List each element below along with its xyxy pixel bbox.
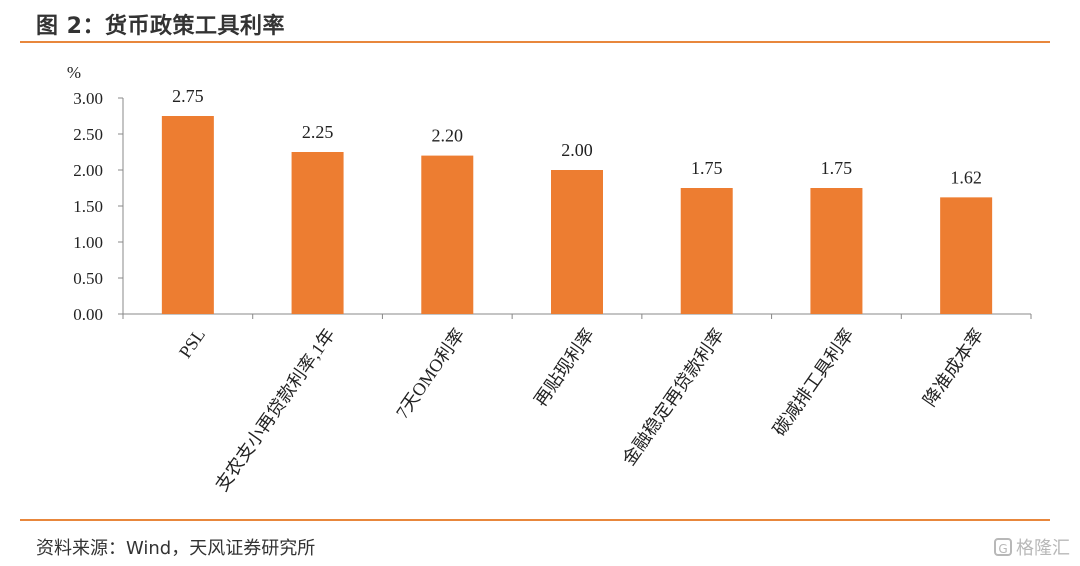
figure-title: 图 2：货币政策工具利率	[36, 14, 285, 39]
bar	[680, 188, 733, 314]
watermark-logo-icon: G	[994, 538, 1012, 556]
data-label: 1.75	[821, 158, 853, 178]
x-tick-label: 支农支小再贷款利率,1年	[211, 325, 338, 495]
data-labels: 2.75 2.25 2.20 2.00 1.75 1.75 1.62	[172, 86, 982, 187]
data-label: 1.75	[691, 158, 723, 178]
watermark-text: 格隆汇	[1016, 538, 1070, 559]
y-tick-label: 2.00	[73, 161, 103, 180]
bar	[940, 197, 993, 314]
data-label: 2.25	[302, 122, 334, 142]
bar	[421, 155, 474, 314]
bar	[810, 188, 863, 314]
y-axis-label: %	[67, 63, 81, 82]
y-tick-label: 0.00	[73, 305, 103, 324]
data-label: 2.20	[432, 126, 464, 146]
bar	[551, 170, 603, 314]
x-tick-label: 降准成本率	[919, 325, 987, 410]
watermark: G 格隆汇	[994, 534, 1070, 560]
data-label: 2.00	[561, 140, 593, 160]
x-tick-label: 7天OMO利率	[392, 325, 469, 422]
y-tick-label: 2.50	[73, 125, 103, 144]
x-axis: PSL 支农支小再贷款利率,1年 7天OMO利率 再贴现利率 金融稳定再贷款利率 碳减排工…	[122, 313, 1032, 495]
data-label: 2.75	[172, 86, 204, 106]
source-divider	[20, 519, 1050, 521]
bar	[291, 152, 344, 314]
x-tick-label: 再贴现利率	[530, 325, 598, 410]
y-tick-label: 1.00	[73, 233, 103, 252]
source-note: 资料来源：Wind，天风证券研究所	[36, 538, 316, 559]
y-tick-label: 0.50	[73, 269, 103, 288]
x-tick-label: 碳减排工具利率	[769, 325, 858, 440]
bar	[161, 116, 214, 314]
y-tick-labels: 0.00 0.50 1.00 1.50 2.00 2.50 3.00	[73, 89, 123, 324]
y-tick-label: 1.50	[73, 197, 103, 216]
y-tick-label: 3.00	[73, 89, 103, 108]
x-tick-labels: PSL 支农支小再贷款利率,1年 7天OMO利率 再贴现利率 金融稳定再贷款利率 碳减排工…	[122, 314, 1032, 495]
title-divider	[20, 41, 1050, 43]
x-tick-label: PSL	[175, 325, 209, 362]
bar-series	[161, 116, 993, 314]
data-label: 1.62	[950, 167, 982, 187]
x-tick-label: 金融稳定再贷款利率	[619, 325, 728, 469]
y-axis: % 0.00 0.50 1.00 1.50 2.00 2.50 3.00	[67, 63, 124, 324]
